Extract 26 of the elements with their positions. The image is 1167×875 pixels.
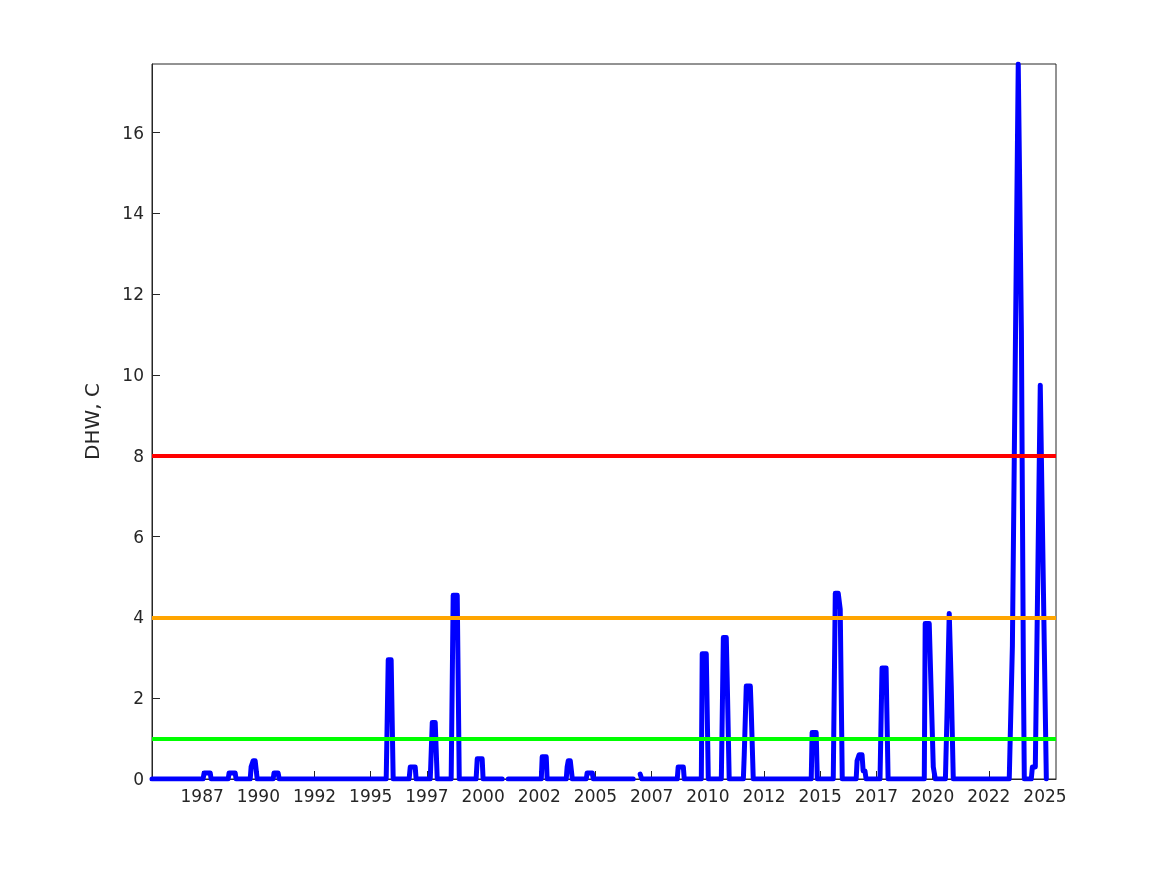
y-tick-label: 2 (133, 688, 144, 709)
x-tick-label: 2007 (630, 785, 674, 806)
x-tick-label: 2005 (573, 785, 618, 806)
x-tick-label: 1987 (180, 785, 224, 806)
y-tick-label: 16 (122, 122, 144, 143)
x-tick-label: 1992 (292, 785, 337, 806)
y-axis-title: DHW, C (80, 383, 104, 460)
x-tick-label: 2020 (910, 785, 955, 806)
x-tick-label: 2012 (742, 785, 786, 806)
x-tick-label: 1997 (405, 785, 449, 806)
x-tick-label: 2017 (854, 785, 899, 806)
y-tick-label: 4 (133, 607, 144, 628)
x-tick-label: 2025 (1023, 785, 1067, 806)
y-tick-label: 6 (133, 526, 144, 547)
y-tick-label: 14 (122, 203, 144, 224)
x-tick-label: 2022 (967, 785, 1011, 806)
x-tick-label: 1995 (349, 785, 393, 806)
x-tick-label: 2015 (798, 785, 842, 806)
y-tick-label: 12 (122, 284, 144, 305)
x-tick-label: 2010 (686, 785, 730, 806)
x-tick-label: 1990 (236, 785, 280, 806)
x-tick-label: 2002 (517, 785, 561, 806)
y-tick-label: 8 (133, 445, 144, 466)
y-tick-label: 10 (122, 365, 144, 386)
y-tick-label: 0 (133, 769, 144, 789)
x-tick-label: 2000 (461, 785, 505, 806)
